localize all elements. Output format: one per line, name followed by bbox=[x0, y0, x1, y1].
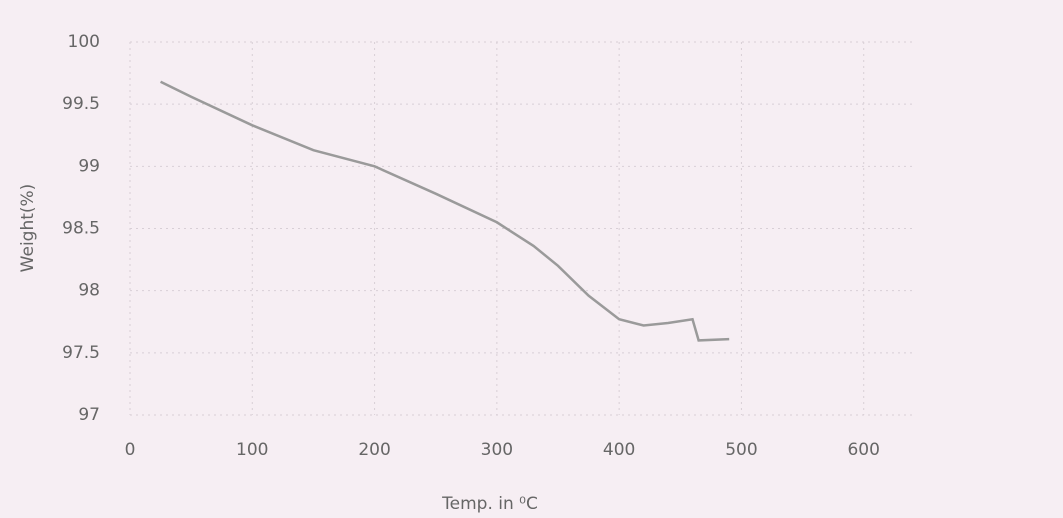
x-axis-label: Temp. in ⁰C bbox=[441, 494, 538, 514]
x-tick-label: 400 bbox=[603, 440, 635, 460]
x-tick-label: 300 bbox=[481, 440, 513, 460]
y-tick-label: 100 bbox=[68, 32, 100, 52]
y-tick-label: 97.5 bbox=[62, 343, 100, 363]
y-tick-label: 97 bbox=[78, 405, 100, 425]
x-tick-label: 0 bbox=[125, 440, 136, 460]
x-tick-label: 200 bbox=[358, 440, 390, 460]
y-tick-label: 99.5 bbox=[62, 94, 100, 114]
x-tick-label: 500 bbox=[725, 440, 757, 460]
x-tick-label: 100 bbox=[236, 440, 268, 460]
x-tick-label: 600 bbox=[847, 440, 879, 460]
y-tick-label: 99 bbox=[78, 156, 100, 176]
data-line bbox=[160, 80, 730, 342]
y-tick-label: 98.5 bbox=[62, 219, 100, 239]
y-axis-label: Weight(%) bbox=[18, 184, 38, 273]
y-tick-label: 98 bbox=[78, 281, 100, 301]
